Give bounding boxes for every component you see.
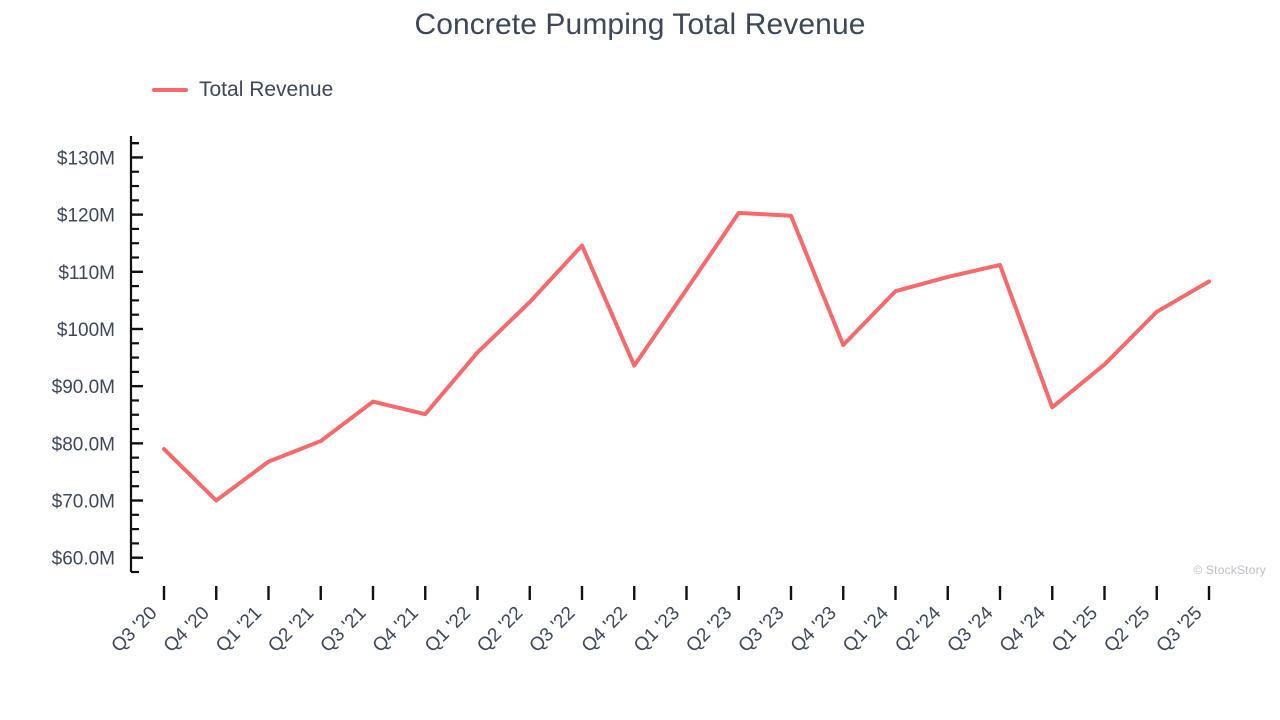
x-tick-label: Q1 '23 xyxy=(630,603,684,657)
series-group xyxy=(162,210,1211,503)
y-tick-label: $90.0M xyxy=(52,377,115,398)
chart-legend: Total Revenue xyxy=(152,78,333,102)
x-tick-label: Q1 '25 xyxy=(1048,603,1102,657)
legend-swatch-total-revenue xyxy=(152,88,188,92)
y-tick-label: $100M xyxy=(57,320,115,341)
x-tick-label: Q3 '21 xyxy=(317,603,371,657)
x-tick-label: Q4 '24 xyxy=(996,602,1050,656)
x-tick-label: Q4 '23 xyxy=(787,603,841,657)
x-tick-label: Q2 '25 xyxy=(1100,603,1154,657)
x-tick-label: Q1 '24 xyxy=(839,602,893,656)
x-tick-label: Q2 '24 xyxy=(891,602,945,656)
legend-label-total-revenue: Total Revenue xyxy=(199,78,334,101)
data-line-total-revenue xyxy=(162,210,1211,503)
watermark: © StockStory xyxy=(1193,563,1266,577)
y-tick-label: $70.0M xyxy=(52,492,115,513)
x-tick-label: Q3 '22 xyxy=(526,603,580,657)
x-tick-label: Q3 '20 xyxy=(108,603,162,657)
y-tick-label: $110M xyxy=(58,263,115,284)
x-tick-label: Q3 '25 xyxy=(1153,603,1207,657)
x-tick-label: Q2 '22 xyxy=(473,603,527,657)
x-tick-label: Q1 '21 xyxy=(212,603,266,657)
x-tick-label: Q3 '24 xyxy=(944,602,998,656)
x-tick-label: Q4 '22 xyxy=(578,603,632,657)
y-tick-label: $120M xyxy=(57,206,115,227)
x-tick-label: Q2 '21 xyxy=(264,603,318,657)
y-tick-label: $80.0M xyxy=(52,434,115,455)
x-tick-label: Q4 '20 xyxy=(160,603,214,657)
x-tick-label: Q3 '23 xyxy=(735,603,789,657)
y-tick-label: $130M xyxy=(57,148,115,169)
x-tick-label: Q4 '21 xyxy=(369,603,423,657)
x-tick-label: Q2 '23 xyxy=(682,603,736,657)
chart-title: Concrete Pumping Total Revenue xyxy=(414,8,866,41)
x-tick-label: Q1 '22 xyxy=(421,603,475,657)
y-axis: $60.0M $70.0M $80.0M $90.0M $100M $110M $120M $… xyxy=(52,136,143,574)
y-tick-label: $60.0M xyxy=(52,549,115,570)
